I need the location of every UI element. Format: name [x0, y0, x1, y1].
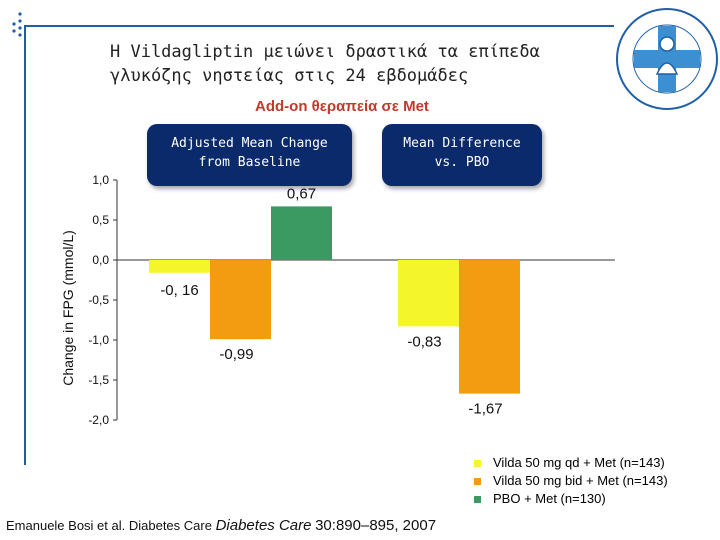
- legend-swatch: [474, 459, 481, 467]
- citation: Emanuele Bosi et al. Diabetes Care Diabe…: [6, 517, 436, 534]
- decorative-dots: [12, 12, 22, 37]
- y-tick-label: 0,5: [92, 213, 109, 227]
- citation-reference: 30:890–895, 2007: [315, 517, 437, 534]
- legend-item: Vilda 50 mg bid + Met (n=143): [474, 472, 668, 490]
- callout-mean-line-1: Mean Difference: [403, 136, 521, 151]
- chart-legend: Vilda 50 mg qd + Met (n=143) Vilda 50 mg …: [474, 454, 668, 508]
- callout-mean-line-2: vs. PBO: [434, 155, 490, 170]
- slide-subtitle: Add-on θεραπεία σε Met: [255, 98, 429, 115]
- y-tick-label: 1,0: [92, 173, 109, 187]
- legend-item: PBO + Met (n=130): [474, 490, 668, 508]
- callout-mean-difference: Mean Difference vs. PBO: [382, 124, 542, 186]
- callout-adjusted-line-1: Adjusted Mean Change: [171, 136, 328, 151]
- slide-title: Η Vildagliptin μειώνει δραστικά τα επίπε…: [110, 40, 610, 88]
- bar-1-group-1: [149, 260, 210, 273]
- data-label: -0,99: [219, 346, 253, 363]
- data-label: 0,67: [287, 185, 316, 202]
- left-rule: [24, 25, 26, 465]
- header-rule: [24, 25, 614, 27]
- citation-authors: Emanuele Bosi et al. Diabetes Care: [6, 518, 212, 533]
- y-tick-label: -1,0: [88, 333, 109, 347]
- clinic-logo: [616, 8, 718, 110]
- y-tick-label: -0,5: [88, 293, 109, 307]
- slide-title-line-2: γλυκόζης νηστείας στις 24 εβδομάδες: [110, 66, 469, 86]
- legend-item: Vilda 50 mg qd + Met (n=143): [474, 454, 668, 472]
- y-axis-title: Change in FPG (mmol/L): [60, 230, 76, 386]
- data-label: -1,67: [468, 401, 502, 418]
- legend-swatch: [474, 477, 481, 485]
- legend-label: PBO + Met (n=130): [493, 491, 606, 506]
- slide-title-line-1: Η Vildagliptin μειώνει δραστικά τα επίπε…: [110, 42, 540, 62]
- bar-1-group-2: [398, 260, 459, 327]
- data-label: -0,83: [407, 333, 441, 350]
- citation-journal: Diabetes Care: [215, 517, 312, 534]
- y-tick-label: -2,0: [88, 413, 109, 427]
- bar-3-group-1: [271, 206, 332, 260]
- y-tick-label: 0,0: [92, 253, 109, 267]
- callout-adjusted-mean-change: Adjusted Mean Change from Baseline: [147, 124, 352, 186]
- data-label: -0, 16: [160, 282, 198, 299]
- legend-label: Vilda 50 mg bid + Met (n=143): [493, 473, 668, 488]
- legend-swatch: [474, 495, 481, 503]
- legend-label: Vilda 50 mg qd + Met (n=143): [493, 455, 665, 470]
- bar-2-group-2: [459, 260, 520, 394]
- bar-2-group-1: [210, 260, 271, 340]
- y-tick-label: -1,5: [88, 373, 109, 387]
- callout-adjusted-line-2: from Baseline: [198, 155, 301, 170]
